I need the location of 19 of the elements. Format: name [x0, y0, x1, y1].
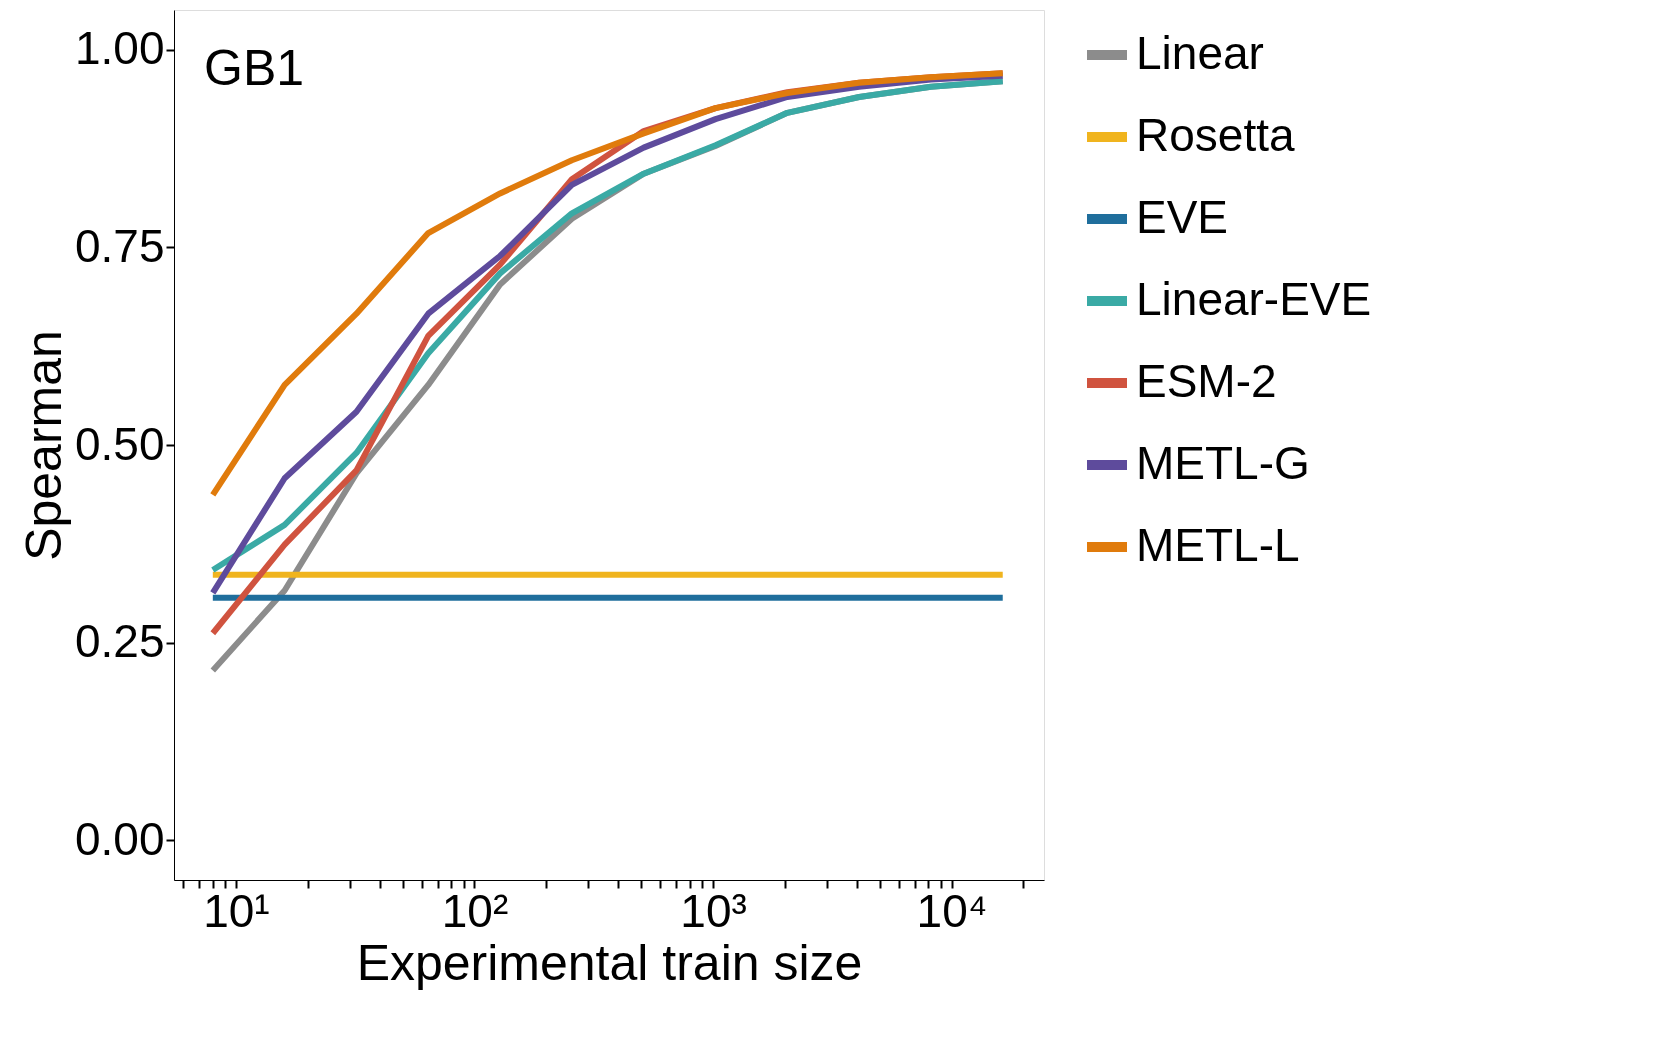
y-tick-label: 0.00 — [74, 812, 165, 865]
legend-label: ESM-2 — [1136, 355, 1277, 407]
legend-label: Linear — [1136, 27, 1264, 79]
x-tick-label: 10¹ — [203, 884, 270, 937]
legend-label: Linear-EVE — [1136, 273, 1372, 325]
y-tick-label: 0.50 — [74, 417, 165, 470]
y-axis-title: Spearman — [15, 330, 72, 561]
legend-label: METL-L — [1136, 519, 1300, 571]
y-tick-label: 0.25 — [74, 615, 165, 668]
legend-label: METL-G — [1136, 437, 1310, 489]
x-tick-label: 10² — [441, 884, 509, 937]
legend-label: Rosetta — [1136, 109, 1295, 161]
x-tick-label: 10³ — [680, 884, 747, 937]
legend-label: EVE — [1136, 191, 1229, 243]
annotation: GB1 — [204, 40, 305, 96]
x-tick-label: 10⁴ — [916, 884, 988, 937]
y-tick-label: 1.00 — [74, 22, 165, 75]
y-tick-label: 0.75 — [74, 219, 165, 272]
x-axis-title: Experimental train size — [356, 934, 863, 991]
